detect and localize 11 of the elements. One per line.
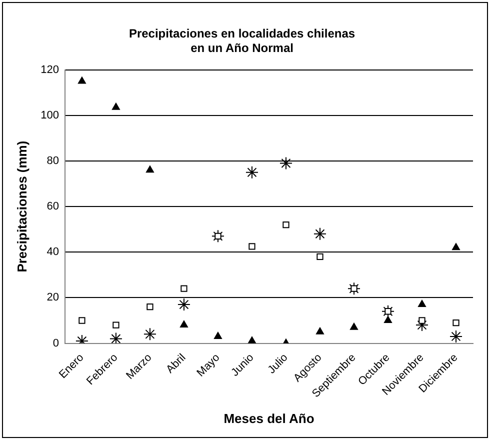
y-tick-label: 120 — [40, 64, 59, 76]
y-tick-label: 80 — [46, 154, 59, 167]
chart-title: Precipitaciones en localidades chilenas en un Año Normal — [128, 26, 356, 55]
x-axis-title: Meses del Año — [224, 410, 314, 426]
x-tick-label: Julio — [266, 352, 290, 376]
y-tick-label: 40 — [46, 246, 59, 258]
y-tick-label: 0 — [52, 337, 59, 350]
y-axis-title: Precipitaciones (mm) — [14, 140, 30, 272]
y-tick-label: 60 — [46, 200, 59, 213]
y-tick-label: 100 — [40, 109, 59, 122]
y-tick-label: 20 — [46, 292, 59, 304]
